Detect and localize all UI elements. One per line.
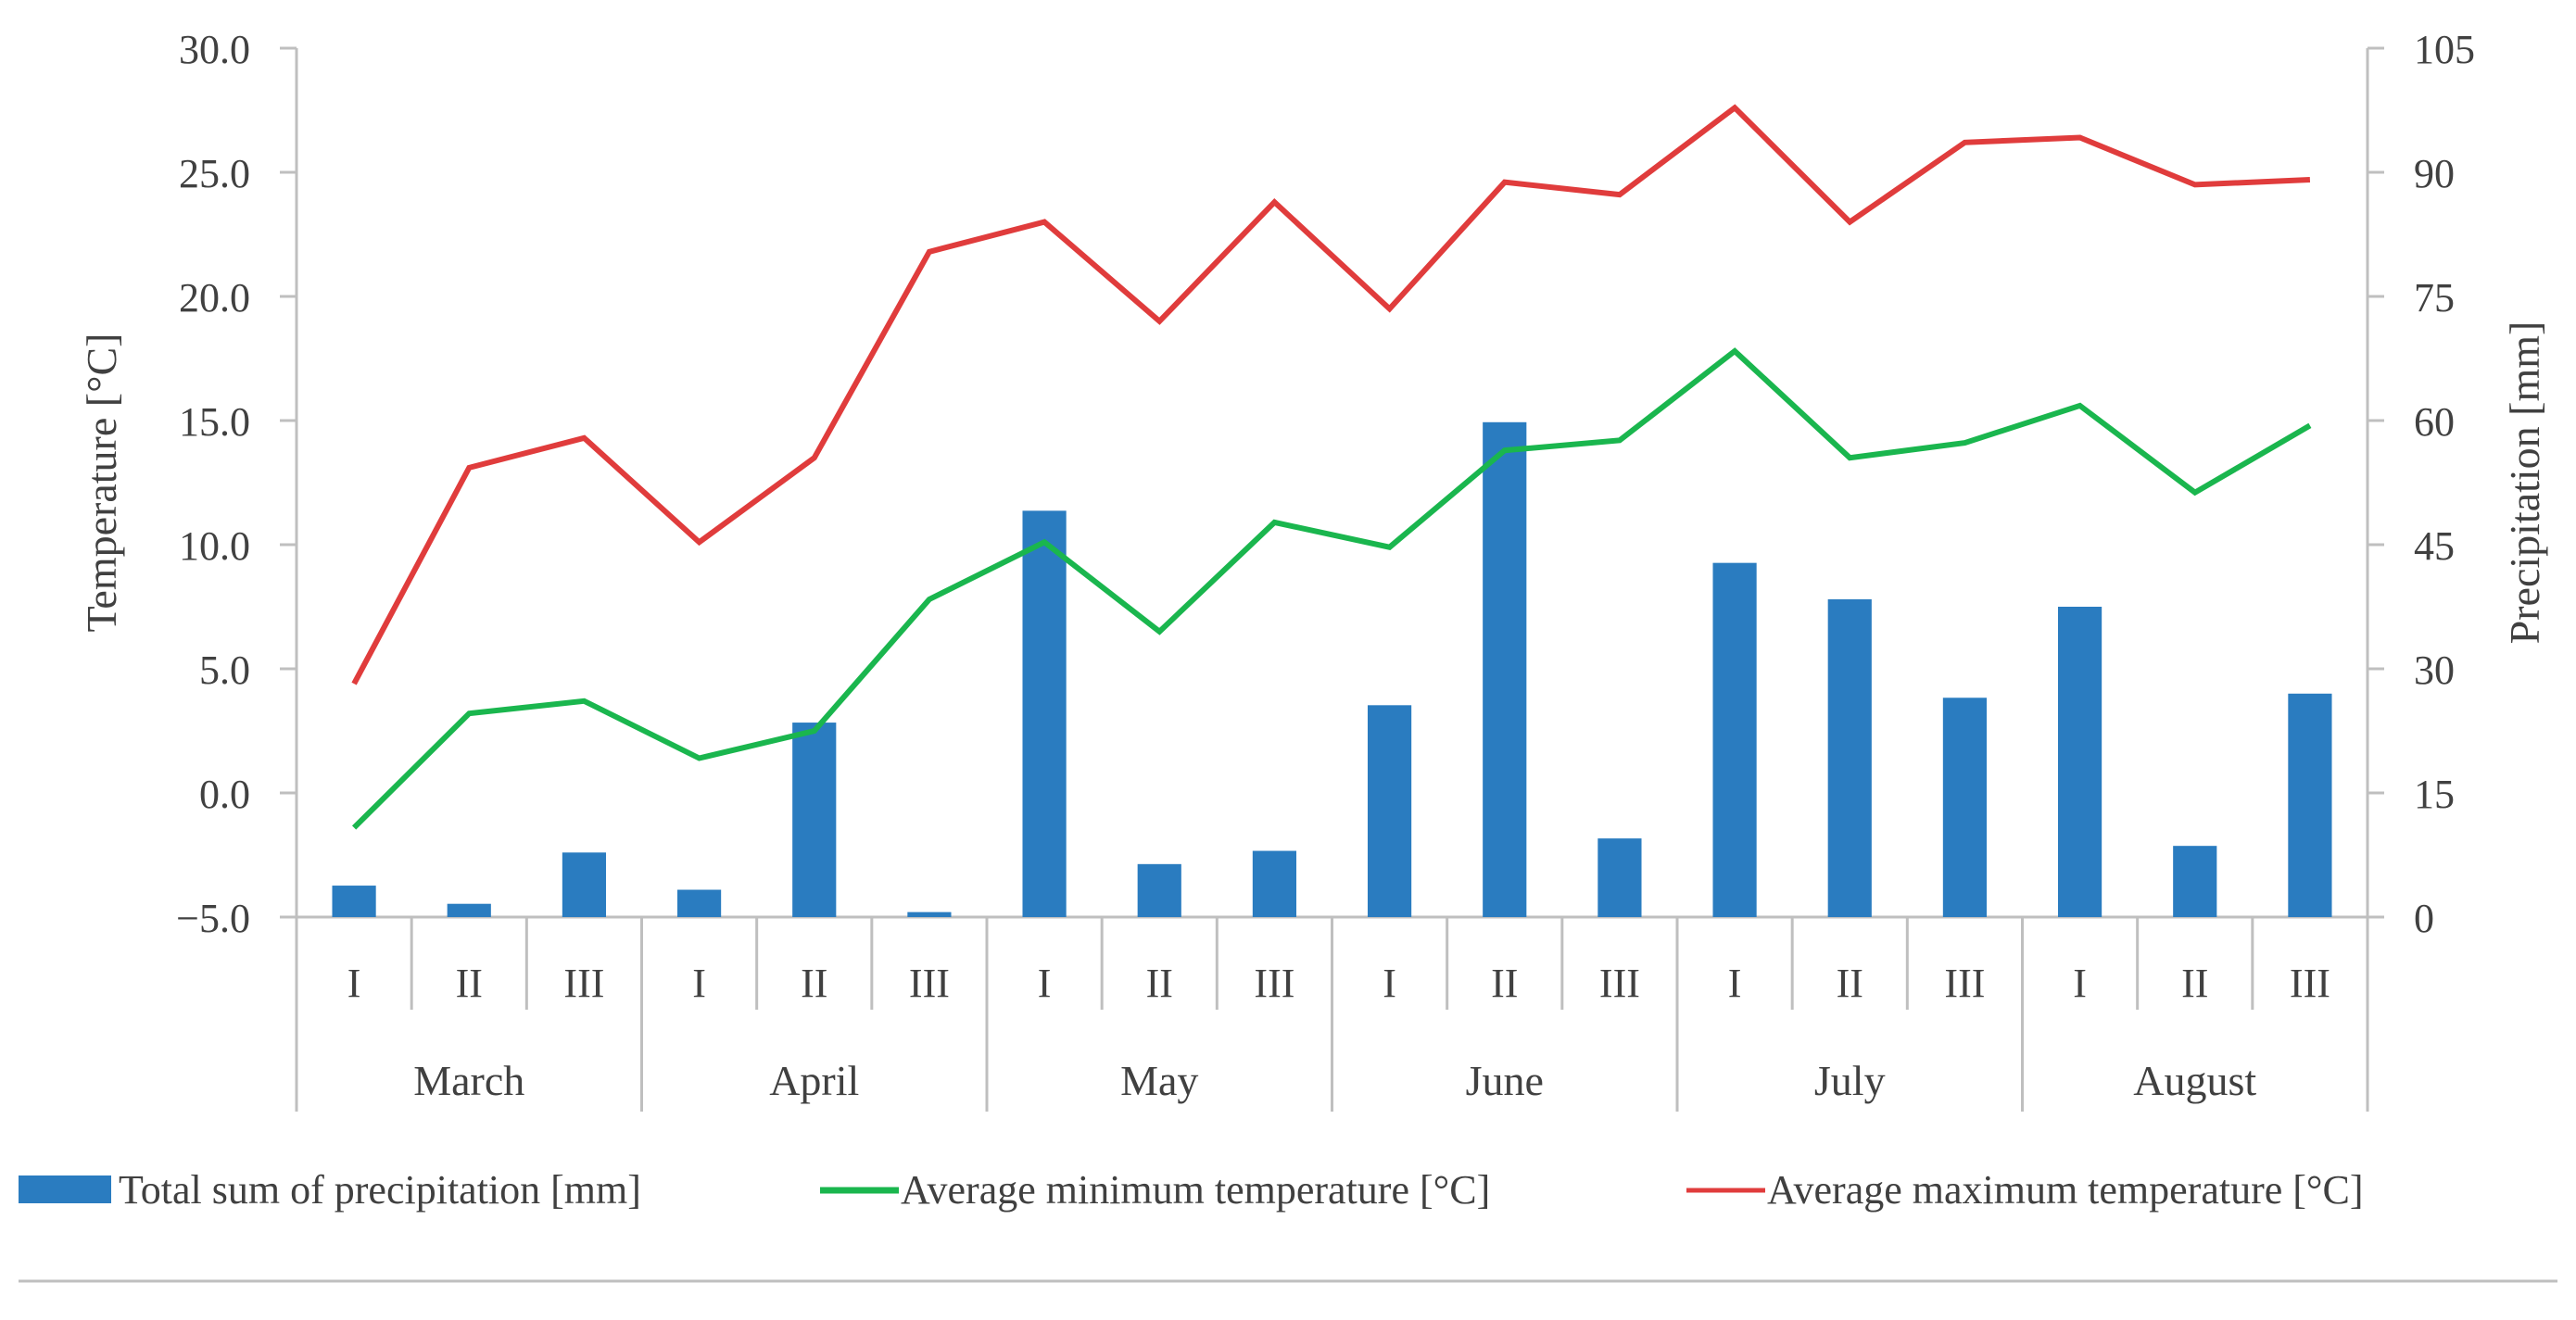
x-period-label: III — [2290, 961, 2330, 1006]
left-tick-label: 15.0 — [179, 399, 250, 445]
left-tick-label: 20.0 — [179, 275, 250, 321]
precipitation-bar — [907, 911, 952, 917]
right-tick-label: 75 — [2414, 275, 2455, 321]
left-tick-label: −5.0 — [176, 896, 250, 941]
precipitation-bar — [2057, 607, 2102, 917]
precipitation-bar — [676, 889, 722, 917]
x-period-label: I — [2073, 961, 2087, 1006]
x-period-label: I — [1728, 961, 1742, 1006]
right-tick-label: 15 — [2414, 772, 2455, 817]
precipitation-bar — [1712, 562, 1757, 917]
right-tick-label: 105 — [2414, 27, 2475, 72]
x-period-label: III — [1599, 961, 1640, 1006]
legend-label-max-temperature: Average maximum temperature [°C] — [1767, 1167, 2364, 1213]
precipitation-bar — [2173, 846, 2217, 917]
x-month-label: May — [1120, 1057, 1198, 1104]
x-period-label: III — [1254, 961, 1294, 1006]
x-period-label: III — [1944, 961, 1985, 1006]
x-month-label: June — [1466, 1057, 1544, 1104]
precipitation-bar — [447, 903, 491, 917]
x-period-label: II — [801, 961, 827, 1006]
axes-layer: 30.0 25.0 20.0 15.0 10.0 5.0 0.0 −5.0 105 90 75 60 4… — [78, 27, 2548, 1112]
precipitation-bar — [1827, 598, 1872, 917]
x-period-label: I — [1038, 961, 1052, 1006]
precipitation-bar — [1367, 705, 1412, 917]
x-period-label: II — [2181, 961, 2208, 1006]
x-period-label: III — [909, 961, 950, 1006]
precipitation-bar — [2288, 693, 2332, 917]
right-tick-label: 45 — [2414, 523, 2455, 569]
left-tick-label: 10.0 — [179, 523, 250, 569]
x-period-label: I — [692, 961, 706, 1006]
x-month-label: April — [769, 1057, 859, 1104]
legend: Total sum of precipitation [mm] Average m… — [19, 1167, 2364, 1213]
x-month-label: August — [2133, 1057, 2256, 1104]
precipitation-bar — [562, 852, 607, 917]
precipitation-bar — [792, 723, 837, 917]
x-period-label: I — [1383, 961, 1396, 1006]
left-tick-label: 5.0 — [199, 647, 250, 693]
x-period-label: II — [456, 961, 483, 1006]
legend-label-precipitation: Total sum of precipitation [mm] — [119, 1167, 641, 1213]
precipitation-bar — [1483, 421, 1527, 918]
precipitation-bar — [1252, 850, 1297, 917]
right-axis-title: Precipitation [mm] — [2501, 321, 2548, 645]
x-period-label: II — [1491, 961, 1518, 1006]
right-tick-label: 90 — [2414, 151, 2455, 196]
left-tick-label: 25.0 — [179, 151, 250, 196]
min-temperature-line — [351, 347, 2312, 830]
legend-label-min-temperature: Average minimum temperature [°C] — [901, 1167, 1490, 1213]
left-tick-label: 0.0 — [199, 772, 250, 817]
x-period-label: I — [347, 961, 361, 1006]
max-temperature-line — [351, 104, 2311, 685]
right-tick-label: 60 — [2414, 399, 2455, 445]
precipitation-bar — [1597, 838, 1642, 917]
left-axis-title: Temperature [°C] — [78, 333, 125, 633]
lines-layer — [351, 104, 2312, 830]
precipitation-bar — [1137, 863, 1181, 917]
bars-layer — [332, 421, 2332, 918]
left-tick-label: 30.0 — [179, 27, 250, 72]
precipitation-bar — [1022, 510, 1067, 917]
x-period-label: III — [563, 961, 604, 1006]
x-period-label: II — [1146, 961, 1173, 1006]
legend-swatch-precipitation — [19, 1175, 111, 1203]
x-month-label: March — [413, 1057, 524, 1104]
precipitation-bar — [332, 886, 376, 917]
right-tick-label: 30 — [2414, 647, 2455, 693]
right-tick-label: 0 — [2414, 896, 2434, 941]
x-period-label: II — [1837, 961, 1863, 1006]
x-month-label: July — [1814, 1057, 1886, 1104]
precipitation-bar — [1942, 698, 1988, 917]
